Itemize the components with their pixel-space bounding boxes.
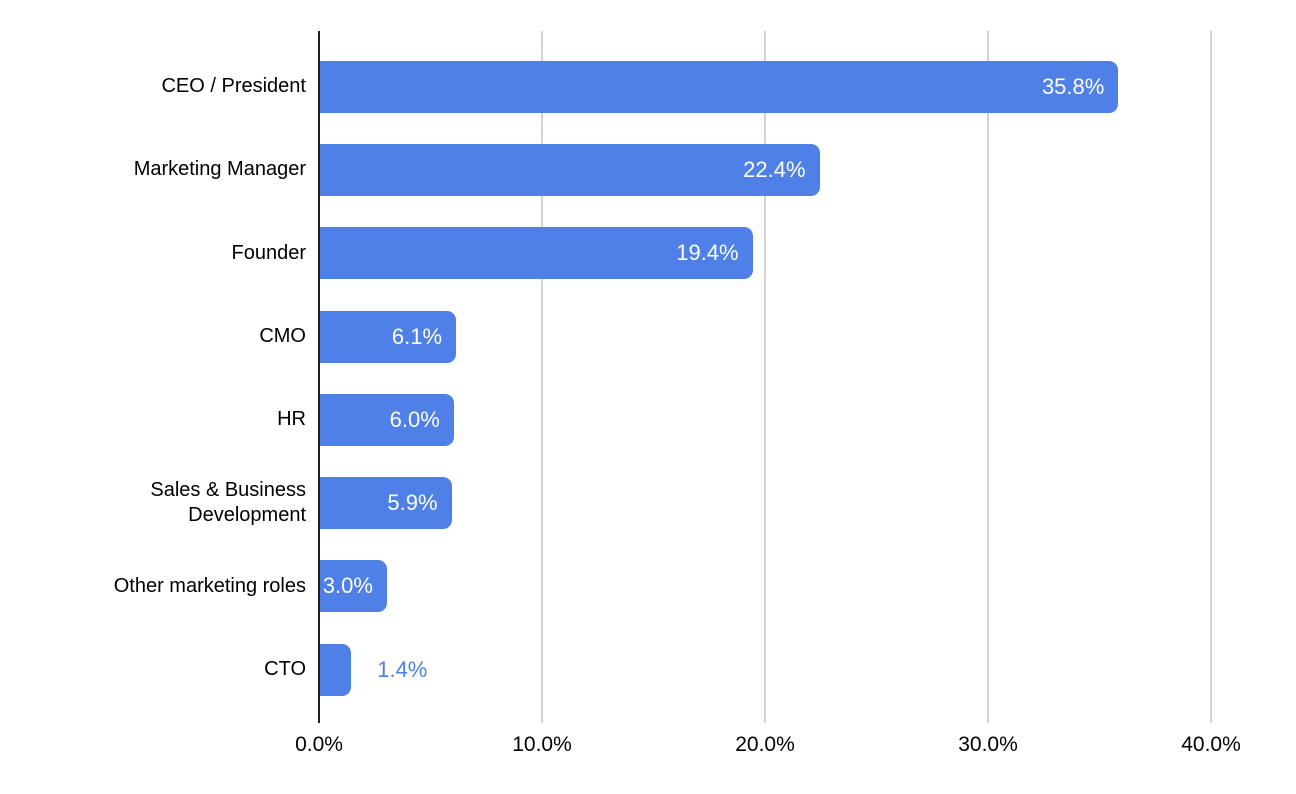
category-label: CEO / President bbox=[161, 75, 306, 98]
bar: 1.4% bbox=[320, 643, 427, 696]
bar-value-label: 35.8% bbox=[1041, 73, 1105, 99]
bar-value-label: 6.1% bbox=[391, 323, 443, 349]
category-label: HR bbox=[277, 408, 306, 431]
gridline-20.0% bbox=[764, 31, 766, 723]
bar-value-label: 3.0% bbox=[322, 573, 373, 599]
category-label: Marketing Manager bbox=[133, 158, 306, 181]
x-axis-tick-label: 20.0% bbox=[735, 733, 795, 756]
bar-value-label: 19.4% bbox=[676, 240, 739, 266]
bar: 6.0% bbox=[320, 393, 454, 446]
bar: 22.4% bbox=[320, 143, 820, 196]
bar: 6.1% bbox=[320, 310, 457, 363]
category-label: CTO bbox=[264, 658, 306, 681]
bar-value-label: 5.9% bbox=[387, 490, 438, 516]
gridline-10.0% bbox=[541, 31, 543, 723]
bar: 35.8% bbox=[320, 60, 1119, 113]
gridline-30.0% bbox=[987, 31, 989, 723]
bar-value-label: 6.0% bbox=[389, 406, 440, 432]
x-axis-tick-label: 30.0% bbox=[958, 733, 1018, 756]
x-axis-tick-label: 40.0% bbox=[1181, 733, 1241, 756]
x-axis-tick-label: 10.0% bbox=[512, 733, 572, 756]
bar-value-label: 22.4% bbox=[743, 156, 806, 182]
category-label: Other marketing roles bbox=[113, 574, 306, 597]
category-label: Founder bbox=[231, 241, 307, 264]
bar-value-label: 1.4% bbox=[377, 656, 428, 682]
gridline-40.0% bbox=[1210, 31, 1212, 723]
category-label: CMO bbox=[259, 325, 306, 348]
bar: 19.4% bbox=[320, 227, 753, 280]
category-label: Sales & Business Development bbox=[150, 479, 306, 527]
x-axis-tick-label: 0.0% bbox=[295, 733, 343, 756]
bar: 3.0% bbox=[320, 560, 387, 613]
bar: 5.9% bbox=[320, 477, 452, 530]
y-axis-line bbox=[318, 31, 320, 723]
